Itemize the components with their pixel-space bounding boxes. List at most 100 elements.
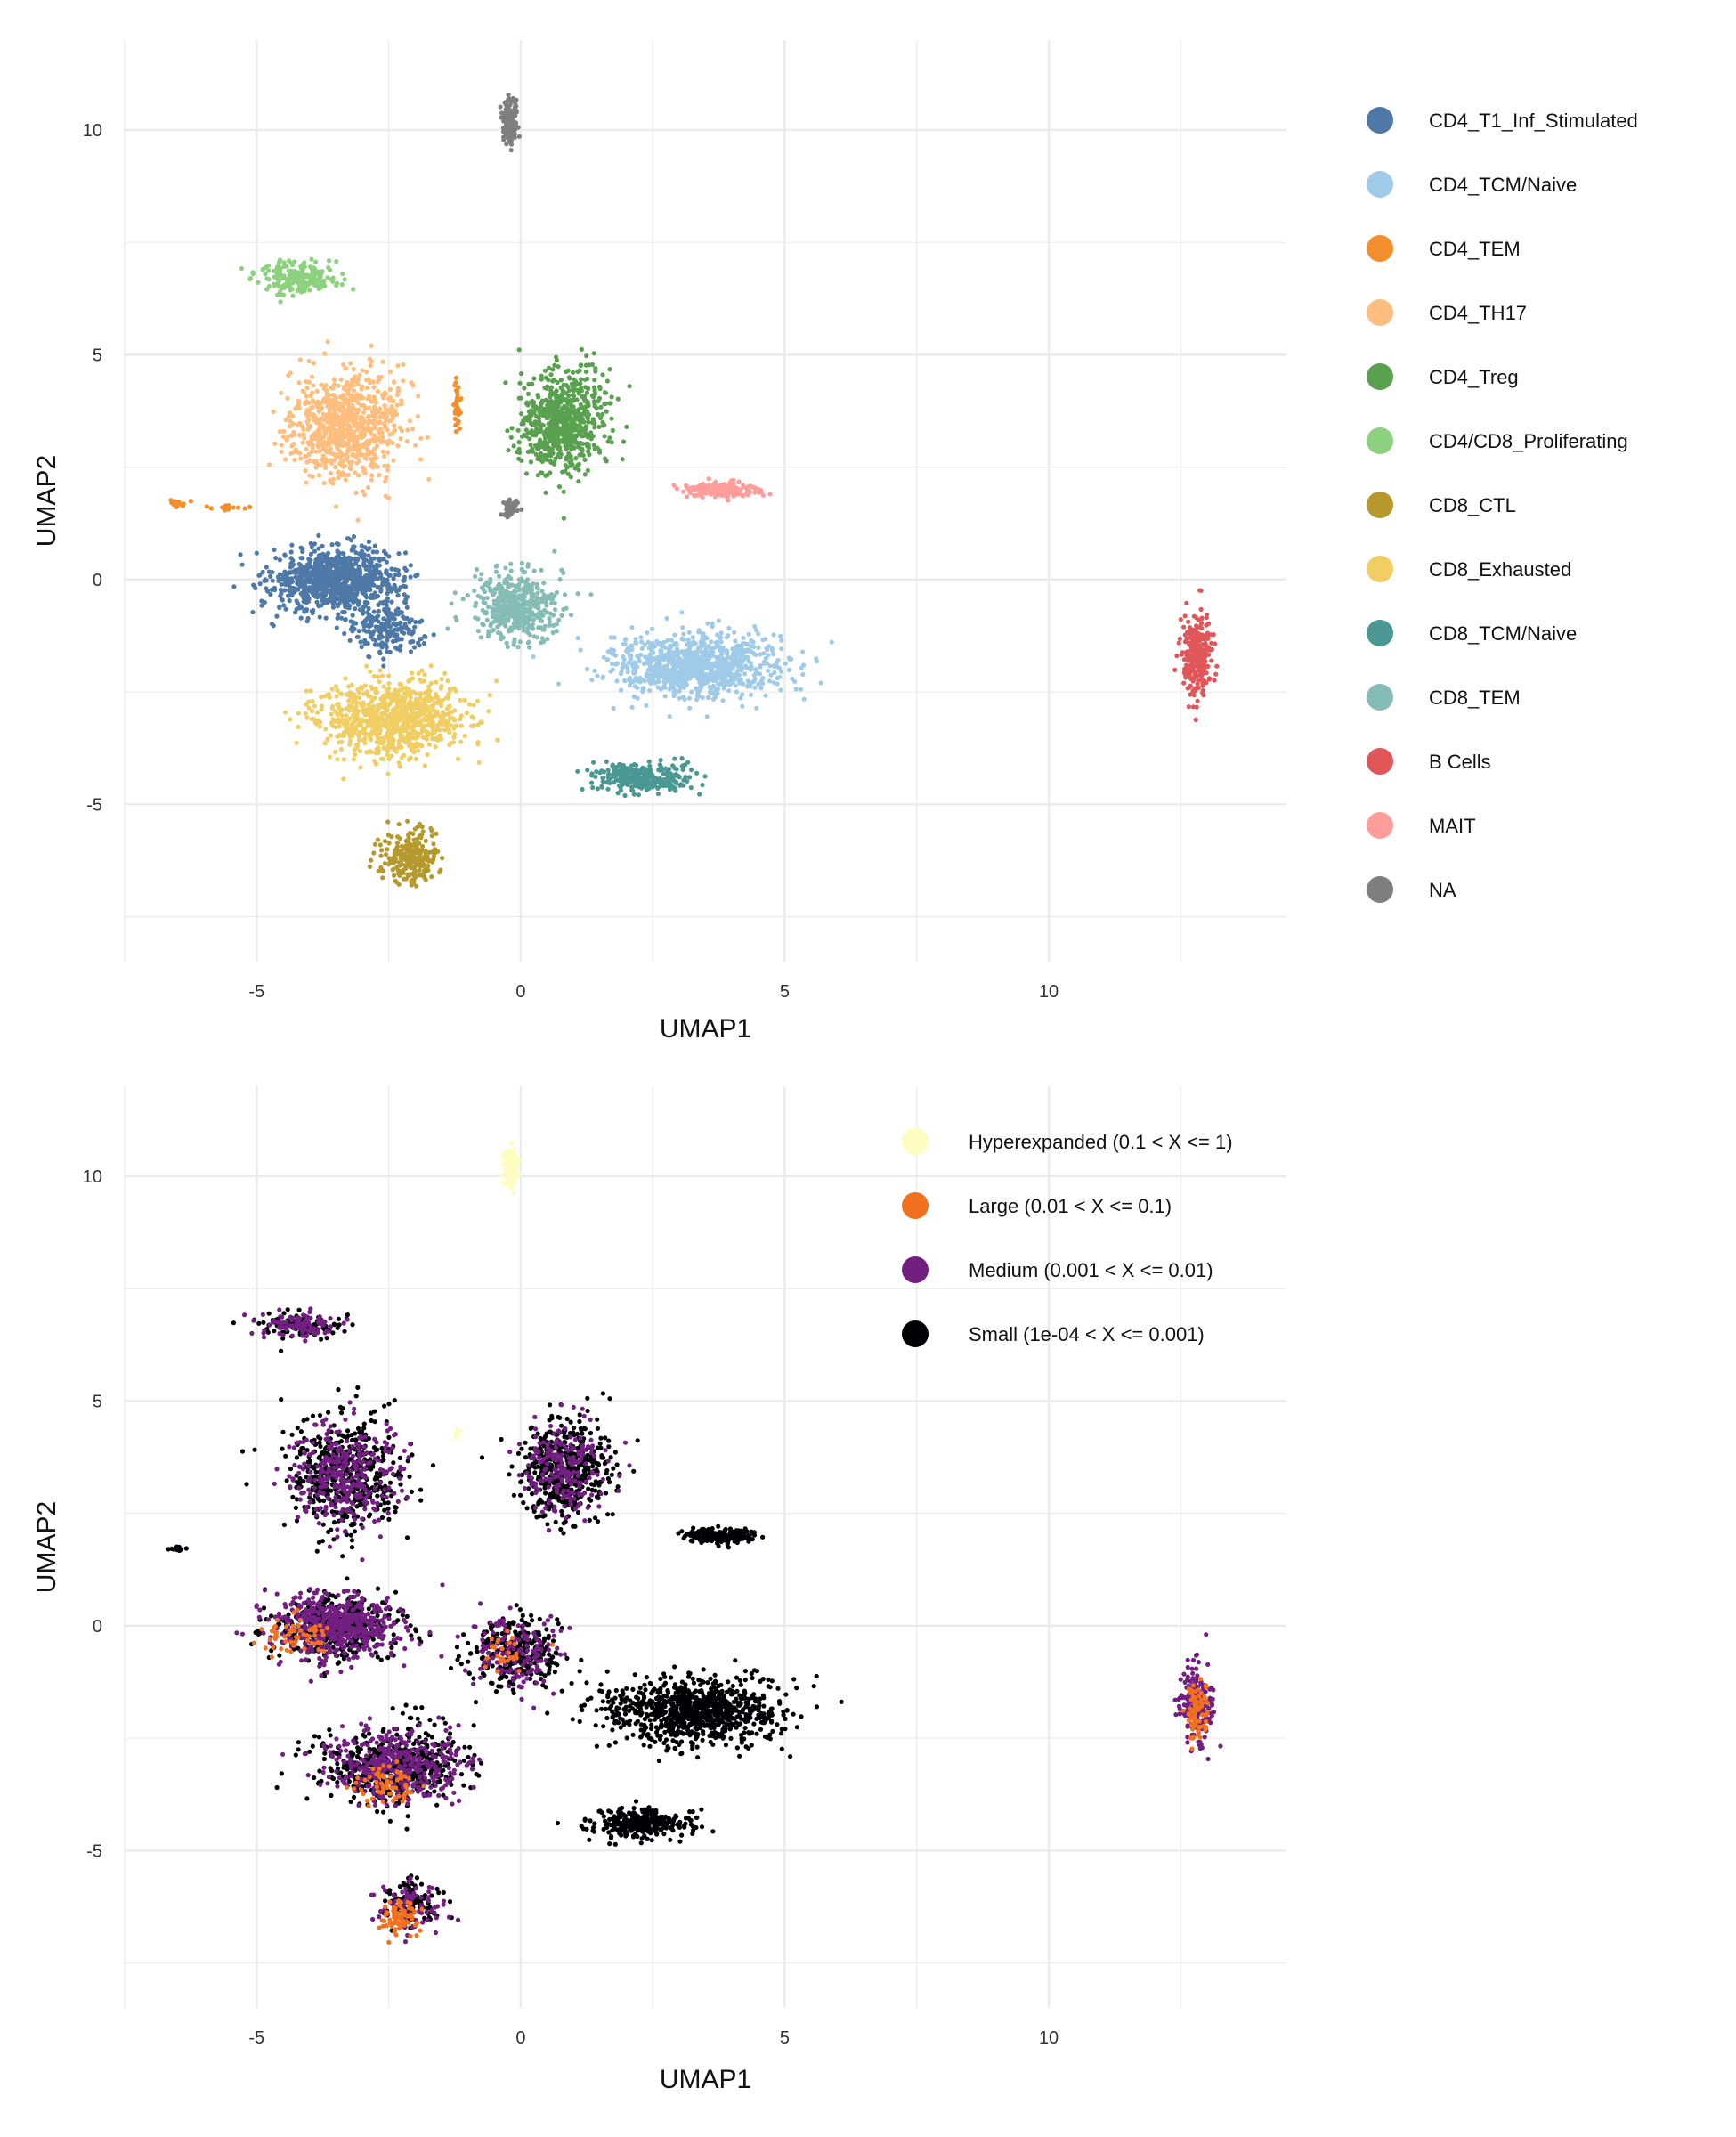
data-point — [283, 606, 288, 612]
data-point — [534, 414, 539, 419]
data-point — [333, 568, 338, 573]
data-point — [640, 687, 646, 693]
data-point — [408, 872, 413, 877]
data-point — [398, 733, 403, 739]
data-point — [570, 443, 575, 450]
data-point — [548, 394, 553, 400]
data-point — [610, 427, 615, 433]
data-point — [783, 661, 788, 666]
data-point — [277, 289, 282, 295]
data-point — [317, 565, 322, 571]
data-point — [723, 676, 728, 681]
data-point — [345, 576, 350, 582]
data-point — [740, 647, 745, 653]
data-point — [311, 580, 316, 585]
data-point — [426, 713, 432, 719]
data-point — [290, 293, 296, 298]
data-point — [669, 667, 675, 672]
data-point — [340, 422, 345, 427]
data-point — [309, 716, 314, 722]
data-point — [542, 385, 548, 391]
data-point — [573, 455, 579, 461]
data-point — [373, 416, 378, 422]
data-point — [447, 730, 452, 735]
data-point — [576, 479, 581, 484]
data-point — [369, 560, 374, 565]
data-point — [418, 457, 424, 462]
data-point — [231, 584, 237, 589]
data-point — [385, 467, 391, 473]
data-point — [264, 565, 269, 570]
data-point — [621, 641, 626, 647]
data-point — [358, 639, 363, 645]
data-point — [656, 678, 661, 685]
data-point — [418, 835, 424, 841]
data-point — [338, 573, 344, 578]
data-point — [570, 433, 576, 438]
data-point — [572, 386, 577, 391]
data-point — [418, 636, 424, 642]
data-point — [627, 384, 632, 389]
data-point — [733, 638, 738, 644]
data-point — [305, 562, 312, 567]
data-point — [392, 379, 397, 385]
data-point — [759, 680, 766, 687]
data-point — [314, 279, 320, 284]
data-point — [381, 745, 386, 751]
data-point — [360, 416, 366, 421]
data-point — [287, 258, 292, 264]
data-point — [392, 423, 397, 428]
data-point — [602, 434, 607, 439]
data-point — [281, 264, 287, 270]
data-point — [447, 742, 452, 748]
data-point — [562, 403, 567, 409]
data-point — [715, 643, 720, 649]
data-point — [276, 578, 281, 583]
data-point — [281, 434, 287, 440]
data-point — [578, 441, 583, 446]
data-point — [458, 717, 463, 722]
data-point — [675, 646, 680, 652]
data-point — [373, 400, 378, 406]
data-point — [604, 759, 609, 765]
data-point — [302, 260, 307, 265]
data-point — [297, 283, 303, 288]
data-point — [334, 259, 339, 264]
data-point — [427, 709, 433, 714]
data-point — [561, 516, 567, 521]
data-point — [307, 473, 312, 478]
data-point — [392, 427, 397, 433]
data-point — [343, 717, 348, 723]
data-point — [687, 676, 693, 681]
data-point — [471, 703, 476, 708]
data-point — [434, 831, 439, 837]
data-point — [416, 748, 421, 753]
data-point — [458, 739, 464, 744]
data-point — [365, 447, 370, 452]
data-point — [562, 397, 568, 402]
data-point — [321, 278, 327, 283]
data-point — [748, 692, 754, 698]
data-point — [429, 833, 434, 839]
data-point — [593, 366, 598, 371]
data-point — [351, 757, 356, 762]
data-point — [567, 376, 572, 381]
data-point — [322, 283, 328, 288]
data-point — [279, 449, 284, 454]
data-point — [637, 659, 642, 664]
data-point — [277, 605, 282, 611]
data-point — [388, 411, 394, 417]
data-point — [337, 401, 342, 406]
data-point — [696, 694, 702, 699]
data-point — [751, 678, 757, 684]
data-point — [367, 711, 372, 716]
data-point — [384, 418, 389, 423]
data-point — [710, 646, 716, 652]
data-point — [710, 683, 717, 688]
data-point — [458, 697, 463, 703]
data-point — [528, 459, 534, 465]
data-point — [705, 621, 710, 626]
data-point — [607, 367, 612, 372]
data-point — [304, 385, 310, 391]
data-point — [428, 717, 434, 723]
